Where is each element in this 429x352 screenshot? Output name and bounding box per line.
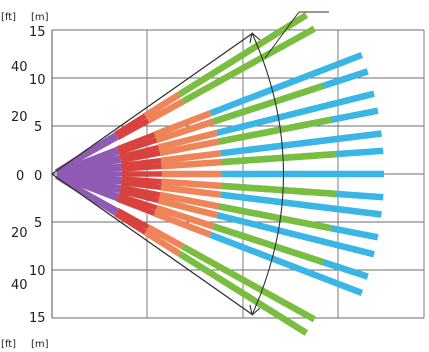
beam-green-zone [221,150,337,166]
beam-red-zone [121,157,162,169]
beam-orange-zone [153,210,212,238]
beam-green-zone [181,243,316,323]
feet-tick-label-zero: 0 [16,169,24,184]
bottom-arrowhead [249,304,261,316]
beam-orange-zone [161,158,222,170]
beam-green-zone [212,223,325,266]
beam-orange-zone [146,98,185,124]
feet-tick-label-bottom-20: 20 [11,226,28,241]
beam-orange-zone [157,129,218,151]
meter-tick-label-top-15: 15 [29,25,46,40]
coverage-lower-edge [51,173,254,316]
bottom-feet-unit-label: [ft] [1,339,16,350]
beam-green-zone [218,203,333,232]
beam-red-zone [114,211,147,235]
beam-orange-zone [159,138,220,157]
beam-orange-zone [160,150,222,164]
beam-orange-zone [160,184,222,198]
beam-blue-zone [220,191,382,218]
beam-red-zone [117,192,158,211]
meter-tick-label-bottom-5: 5 [34,216,42,231]
beam-purple-zone [55,174,117,216]
beam-green-zone [212,82,325,125]
beam-green-zone [177,250,309,336]
meter-tick-label-top-10: 10 [29,73,46,88]
feet-tick-label-top-20: 20 [11,110,28,125]
beam-green-zone [181,25,316,105]
beam-orange-zone [153,110,212,138]
beam-pattern [55,12,384,336]
beam-green-zone [221,182,337,198]
beam-green-zone [218,116,333,145]
top-feet-unit-label: [ft] [1,12,16,23]
beam-red-zone [116,118,150,141]
beam-red-zone [116,207,150,230]
beam-blue-zone [220,130,382,157]
beam-purple-zone [55,135,119,174]
top-meter-unit-label: [m] [31,12,49,23]
beam-red-zone [121,179,162,191]
meter-tick-label-bottom-15: 15 [29,311,46,326]
meter-tick-label-zero: 0 [34,169,42,184]
beam-orange-zone [155,118,215,144]
beam-blue-zone [216,90,375,137]
feet-tick-label-bottom-40: 40 [11,278,28,293]
coverage-outline [51,11,329,316]
beam-blue-zone [209,231,364,297]
feet-tick-label-top-40: 40 [11,60,28,75]
beam-red-zone [116,196,156,216]
beam-red-zone [120,150,161,164]
beam-orange-zone [161,178,222,190]
top-arrowhead [249,32,261,44]
leader-line [264,11,329,59]
beam-red-zone [119,144,160,160]
coverage-upper-edge [51,32,254,175]
beam-red-zone [121,163,162,172]
beam-blue-zone [209,51,364,117]
meter-tick-label-top-5: 5 [34,120,42,135]
beam-red-zone [120,184,161,198]
beam-orange-zone [157,197,218,219]
beam-orange-zone [146,224,185,250]
beam-orange-zone [143,91,181,119]
beam-red-zone [121,176,162,185]
beam-orange-zone [143,229,181,257]
beam-orange-zone [159,191,220,210]
coverage-arc [251,32,285,316]
beam-orange-zone [155,204,215,230]
beam-red-zone [114,113,147,137]
beam-blue-zone [216,211,375,258]
meter-tick-label-bottom-10: 10 [29,264,46,279]
beam-green-zone [177,12,309,98]
beam-red-zone [116,132,156,152]
beam-red-zone [119,188,160,204]
beam-red-zone [117,137,158,156]
bottom-meter-unit-label: [m] [31,339,49,350]
